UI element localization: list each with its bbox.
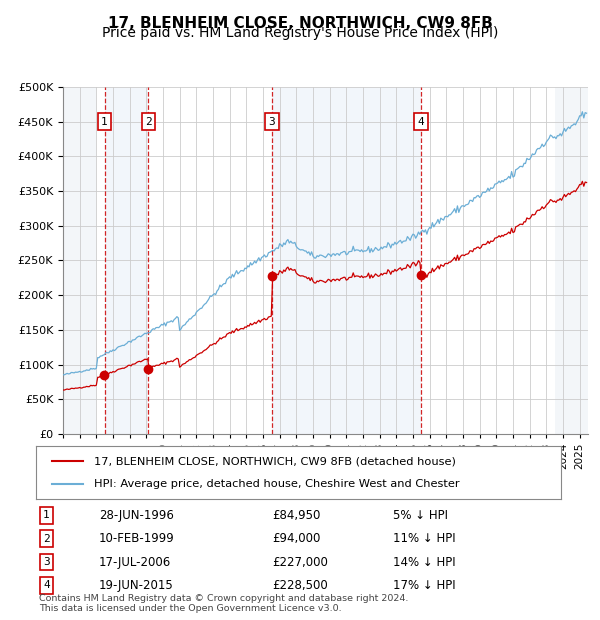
Text: 14% ↓ HPI: 14% ↓ HPI	[393, 556, 455, 569]
Text: 17% ↓ HPI: 17% ↓ HPI	[393, 579, 455, 592]
Text: 5% ↓ HPI: 5% ↓ HPI	[393, 509, 448, 522]
Text: 2: 2	[145, 117, 152, 126]
Text: 19-JUN-2015: 19-JUN-2015	[99, 579, 174, 592]
Text: 17-JUL-2006: 17-JUL-2006	[99, 556, 171, 569]
Text: 1: 1	[43, 510, 50, 520]
Text: 28-JUN-1996: 28-JUN-1996	[99, 509, 174, 522]
Text: Contains HM Land Registry data © Crown copyright and database right 2024.
This d: Contains HM Land Registry data © Crown c…	[39, 594, 409, 613]
Text: £227,000: £227,000	[272, 556, 328, 569]
Text: 2: 2	[43, 534, 50, 544]
Text: Price paid vs. HM Land Registry's House Price Index (HPI): Price paid vs. HM Land Registry's House …	[102, 26, 498, 40]
Bar	[272, 87, 421, 434]
Text: 1: 1	[101, 117, 108, 126]
Text: 4: 4	[418, 117, 424, 126]
Bar	[104, 87, 148, 434]
Text: £84,950: £84,950	[272, 509, 320, 522]
Text: 17, BLENHEIM CLOSE, NORTHWICH, CW9 8FB: 17, BLENHEIM CLOSE, NORTHWICH, CW9 8FB	[107, 16, 493, 30]
Text: 17, BLENHEIM CLOSE, NORTHWICH, CW9 8FB (detached house): 17, BLENHEIM CLOSE, NORTHWICH, CW9 8FB (…	[94, 456, 455, 466]
Text: 10-FEB-1999: 10-FEB-1999	[99, 532, 175, 545]
Text: £228,500: £228,500	[272, 579, 328, 592]
Bar	[63, 87, 97, 434]
Text: 11% ↓ HPI: 11% ↓ HPI	[393, 532, 455, 545]
Text: HPI: Average price, detached house, Cheshire West and Chester: HPI: Average price, detached house, Ches…	[94, 479, 460, 489]
Text: 3: 3	[43, 557, 50, 567]
Text: 4: 4	[43, 580, 50, 590]
Text: £94,000: £94,000	[272, 532, 320, 545]
Text: 3: 3	[269, 117, 275, 126]
Bar	[554, 87, 596, 434]
